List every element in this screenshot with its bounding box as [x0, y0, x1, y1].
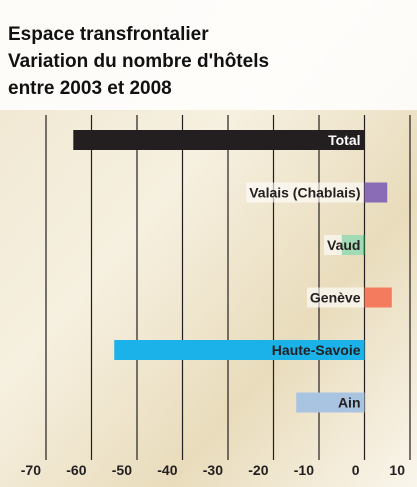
chart-title: Variation du nombre d'hôtels	[8, 51, 269, 72]
bar	[114, 340, 365, 360]
bar	[364, 182, 388, 203]
x-tick-label: -70	[21, 462, 41, 478]
bar	[296, 392, 365, 413]
chart-title: entre 2003 et 2008	[8, 78, 172, 99]
bar-label: Genève	[310, 290, 361, 306]
bar	[364, 287, 392, 308]
x-tick-label: -40	[157, 462, 177, 478]
x-tick-label: 0	[352, 462, 360, 478]
x-tick-label: -30	[203, 462, 223, 478]
bar-label: Total	[328, 132, 360, 148]
label-background	[306, 287, 364, 308]
label-background	[324, 235, 364, 255]
x-tick-label: -10	[294, 462, 314, 478]
bar-label: Valais (Chablais)	[249, 185, 360, 201]
title-background	[0, 0, 417, 110]
bar-label: Ain	[338, 395, 361, 411]
bar-label: Haute-Savoie	[272, 342, 361, 358]
x-tick-label: -60	[66, 462, 86, 478]
chart-title: Espace transfrontalier	[8, 24, 209, 45]
x-tick-label: 10	[389, 462, 405, 478]
x-tick-label: -20	[248, 462, 268, 478]
bar	[73, 130, 365, 150]
label-background	[246, 182, 364, 203]
bar-label: Vaud	[327, 237, 360, 253]
x-tick-label: -50	[112, 462, 132, 478]
